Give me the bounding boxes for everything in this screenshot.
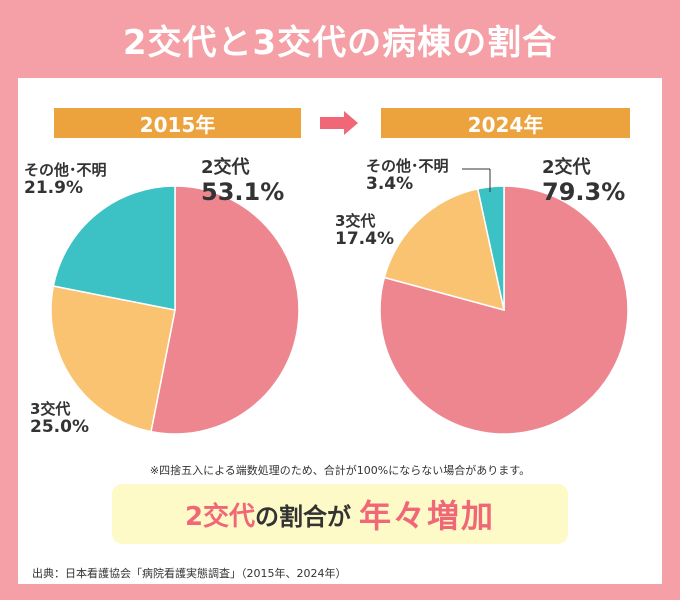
year-label-2015: 2015年 [54,108,301,138]
footnote: ※四捨五入による端数処理のため、合計が100%にならない場合があります。 [149,464,531,477]
slice-name: その他･不明 [366,157,449,175]
slice-two-shift [150,185,300,435]
banner-emphasis: 年々増加 [359,497,496,535]
slice-value: 53.1% [201,177,285,206]
pie-chart-2015 [50,185,300,435]
slice-name: 3交代 [30,400,71,418]
pie-charts [50,168,629,435]
source-citation: 出典：日本看護協会「病院看護実態調査」（2015年、2024年） [32,567,347,580]
slice-value: 25.0% [30,417,89,438]
slice-label-2015-two-shift: 2交代 53.1% [201,157,285,206]
pie-chart-2024 [379,185,629,435]
slice-name: 2交代 [542,157,591,178]
slice-label-2015-other: その他･不明 21.9% [24,161,107,199]
slice-label-2024-other: その他･不明 3.4% [366,157,449,195]
content-panel: 2015年 2024年 2交代 53.1% その他･不明 21.9% 3交代 2… [18,78,662,584]
slice-value: 3.4% [366,174,414,195]
slice-label-2024-three-shift: 3交代 17.4% [335,212,394,250]
banner-text: の割合が [255,502,352,531]
arrow-right-icon [320,111,358,135]
slice-name: 3交代 [335,212,376,230]
banner-highlight: 2交代 [184,501,256,532]
slice-three-shift [50,285,176,433]
page-title: 2交代と3交代の病棟の割合 [122,22,558,63]
summary-banner: 2交代 の割合が 年々増加 [112,484,568,544]
slice-value: 17.4% [335,229,394,250]
year-label-2024: 2024年 [381,108,630,138]
slice-value: 79.3% [542,177,626,206]
slice-three-shift [383,187,505,312]
slice-label-2015-three-shift: 3交代 25.0% [30,400,89,438]
slice-other [476,185,505,311]
slice-name: その他･不明 [24,161,107,179]
slice-label-2024-two-shift: 2交代 79.3% [542,157,626,206]
slice-value: 21.9% [24,178,83,199]
slice-other [52,185,176,311]
slice-name: 2交代 [201,157,250,178]
